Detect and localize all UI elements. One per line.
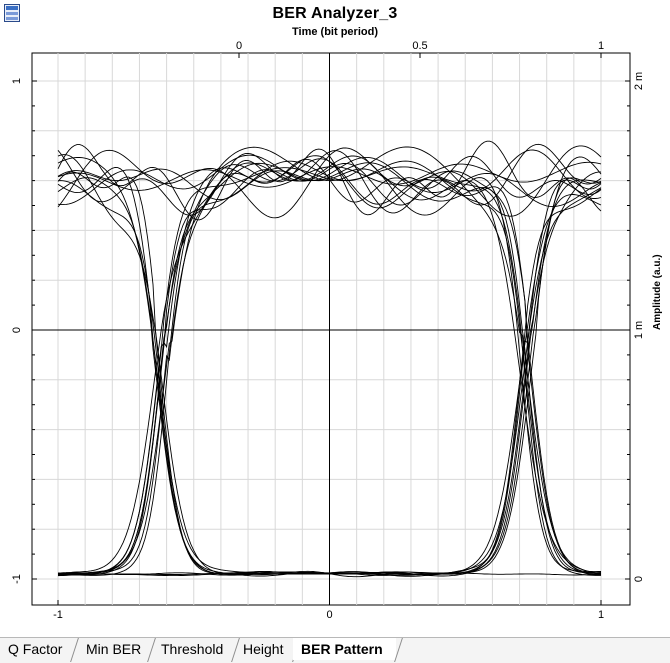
- top-axis-title: Time (bit period): [292, 26, 378, 38]
- tab-q-factor-label: Q Factor: [8, 641, 63, 657]
- y-tick-label-left: 1: [11, 78, 23, 84]
- x-tick-label-bottom: -1: [53, 609, 63, 621]
- eye-trace: [57, 160, 601, 576]
- tab-bar: Q Factor Min BER Threshold Height BER Pa…: [0, 637, 670, 663]
- y-tick-label-left: -1: [11, 574, 23, 584]
- eye-trace: [58, 155, 601, 575]
- tab-q-factor[interactable]: Q Factor: [0, 638, 72, 660]
- y-tick-label-right: 1 m: [633, 321, 645, 339]
- eye-diagram-chart: -1 0 1 0 0.5 1 1 0 -1 2 m 1 m 0: [11, 40, 645, 621]
- trace-group: [57, 140, 602, 578]
- tab-min-ber-label: Min BER: [86, 641, 142, 657]
- right-axis-title: Amplitude (a.u.): [652, 254, 663, 330]
- plot-frame: [31, 52, 631, 606]
- eye-trace: [57, 145, 602, 219]
- ber-analyzer-window-icon: [4, 4, 20, 22]
- tab-ber-pattern-label: BER Pattern: [301, 641, 383, 657]
- tab-height-label: Height: [243, 641, 284, 657]
- tab-threshold[interactable]: Threshold: [153, 638, 233, 660]
- eye-trace: [57, 161, 602, 191]
- y-tick-label-left: 0: [11, 327, 23, 333]
- x-tick-label-top: 1: [598, 40, 604, 52]
- eye-trace: [57, 194, 602, 577]
- tab-min-ber[interactable]: Min BER: [78, 638, 148, 660]
- axes: -1 0 1 0 0.5 1 1 0 -1 2 m 1 m 0: [11, 40, 645, 621]
- tab-height[interactable]: Height: [235, 638, 295, 660]
- tab-ber-pattern[interactable]: BER Pattern: [293, 638, 396, 660]
- eye-trace: [57, 155, 602, 574]
- x-tick-label-bottom: 1: [598, 609, 604, 621]
- x-tick-label-top: 0.5: [412, 40, 427, 52]
- eye-trace: [57, 162, 601, 576]
- x-tick-label-bottom: 0: [326, 609, 332, 621]
- tab-threshold-label: Threshold: [161, 641, 224, 657]
- x-tick-label-top: 0: [236, 40, 242, 52]
- eye-trace: [57, 146, 602, 576]
- grid: [31, 52, 631, 606]
- y-tick-label-right: 2 m: [633, 72, 645, 90]
- window-title: BER Analyzer_3: [272, 5, 398, 22]
- eye-trace: [57, 154, 602, 208]
- eye-trace: [57, 143, 602, 216]
- y-tick-label-right: 0: [633, 576, 645, 582]
